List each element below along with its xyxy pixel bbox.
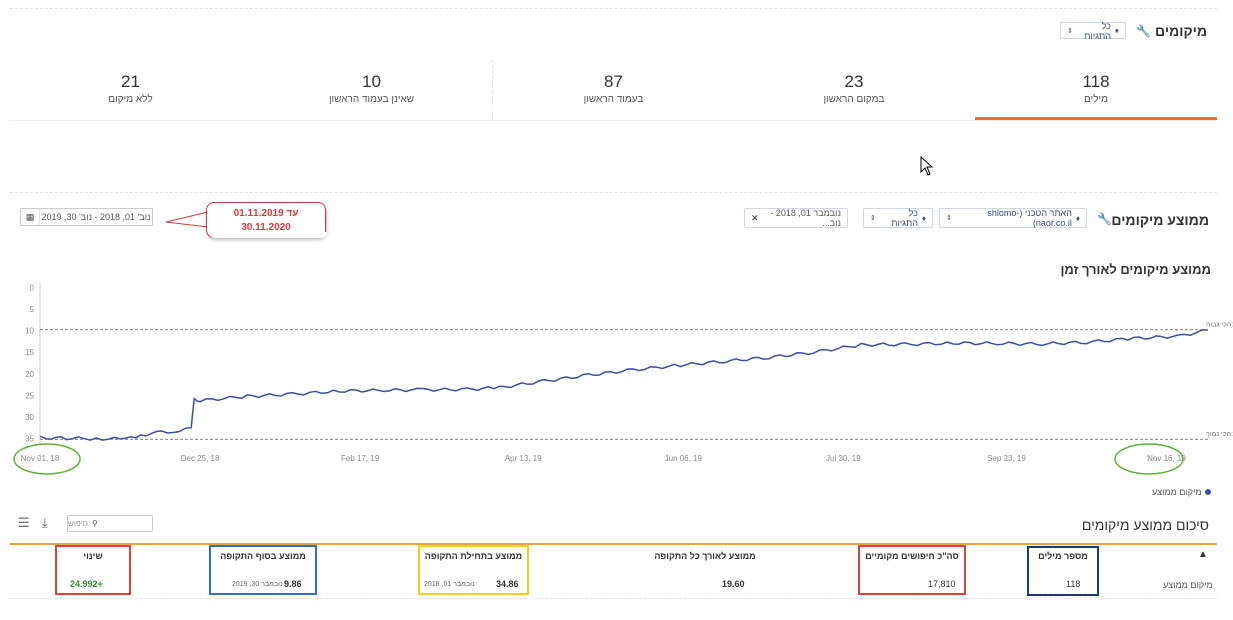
y-tick-label: 25 <box>25 391 34 400</box>
tag-icon: ♦ <box>1075 213 1080 223</box>
stat-label: ללא מיקום <box>108 94 153 105</box>
avg-positions-title: ממוצע מיקומים <box>1111 212 1209 228</box>
stat-label: שאינן בעמוד הראשון <box>328 94 415 105</box>
y-tick-label: 0 <box>30 283 35 292</box>
date-filter-label: נובמבר 01, 2018 -נוב... <box>770 208 841 228</box>
x-tick-label: Nov 16, 19 <box>1147 454 1186 463</box>
stat-first-place[interactable]: 23 במקום הראשון <box>733 60 975 120</box>
table-top-border <box>10 543 1217 545</box>
y-tick-label: 35 <box>25 435 34 444</box>
download-icon[interactable]: ⤓ <box>42 515 48 530</box>
y-tick-label: 15 <box>25 348 34 357</box>
wrench-icon[interactable]: 🔧 <box>1097 212 1112 226</box>
positions-title: מיקומים <box>1155 23 1207 39</box>
site-filter-pill[interactable]: ♦ האתר הטכני (shlomo-naor.co.il) ⇕ <box>939 208 1087 228</box>
val-end-date: נובמבר 30, 2019 <box>232 581 283 588</box>
x-tick-label: Sep 23, 19 <box>987 454 1026 463</box>
stat-label: מילים <box>1084 94 1108 105</box>
val-end-avg: 9.86 <box>284 579 302 589</box>
summary-title: סיכום ממוצע מיקומים <box>1081 517 1209 533</box>
reference-line-label: 9.81 :הכי גבוה <box>1206 322 1233 329</box>
stat-value: 118 <box>1082 72 1110 91</box>
y-tick-label: 20 <box>25 370 34 379</box>
val-start-date: נובמבר 01, 2018 <box>424 581 475 588</box>
val-local-searches: 17,810 <box>928 579 956 589</box>
x-tick-label: Apr 13, 19 <box>505 454 542 463</box>
chart-title: ממוצע מיקומים לאורך זמן <box>1060 262 1211 277</box>
date-range-picker[interactable]: ▦ נוב' 01, 2018 - נוב' 30, 2019 <box>20 208 153 226</box>
tags-filter-pill[interactable]: ♦ כל התגיות ⇕ <box>1060 20 1126 41</box>
highlight-end-avg <box>209 545 317 595</box>
stat-value: 23 <box>844 72 864 91</box>
col-head-overall-avg: ממוצע לאורך כל התקופה <box>654 551 756 561</box>
stat-keywords[interactable]: 118 מילים <box>975 60 1217 120</box>
wrench-icon[interactable]: 🔧 <box>1136 24 1151 38</box>
stats-bar: 118 מילים 23 במקום הראשון 87 בעמוד הראשו… <box>10 60 1217 121</box>
date-filter-pill[interactable]: נובמבר 01, 2018 -נוב... ✕ <box>744 208 848 228</box>
chart-legend[interactable]: מיקום ממוצע <box>1152 487 1211 497</box>
val-keywords: 118 <box>1066 579 1081 589</box>
highlight-keyword-count <box>1027 546 1099 596</box>
reference-line-label: 35.13 :הכי נמוך <box>1206 431 1233 438</box>
settings-sliders-icon[interactable]: ☰ <box>18 515 30 530</box>
tags-filter-label: כל התגיות <box>1084 20 1111 41</box>
tags-filter-label: כל התגיות <box>891 208 918 228</box>
collapse-icon[interactable]: ▲ <box>1198 549 1208 560</box>
search-input[interactable]: ⚲ חיפוש <box>67 515 153 532</box>
callout-line-1: 01.11.2019 עד <box>233 208 299 219</box>
close-icon[interactable]: ✕ <box>751 212 759 223</box>
val-change: +24.992 <box>70 579 103 589</box>
callout-pointer <box>165 211 209 228</box>
col-head-end-avg: ממוצע בסוף התקופה <box>220 551 306 561</box>
tag-icon: ♦ <box>921 213 926 223</box>
y-tick-label: 10 <box>25 327 34 336</box>
callout-line-2: 30.11.2020 <box>241 222 291 233</box>
stat-first-page[interactable]: 87 בעמוד הראשון <box>492 60 734 120</box>
highlight-change <box>55 545 131 595</box>
ellipse-start <box>13 443 81 475</box>
y-tick-label: 30 <box>25 413 34 422</box>
col-head-change: שינוי <box>83 551 103 561</box>
stat-value: 10 <box>362 72 381 91</box>
val-start-avg: 34.86 <box>496 579 519 589</box>
tags-filter-pill-2[interactable]: ♦ כל התגיות ⇕ <box>863 208 933 228</box>
x-tick-label: Nov 01, 18 <box>21 454 60 463</box>
stat-label: במקום הראשון <box>823 94 885 105</box>
highlight-ellipses <box>13 443 1184 475</box>
ellipse-end <box>1114 443 1184 475</box>
col-head-keywords: מספר מילים <box>1038 551 1088 561</box>
highlight-start-avg <box>418 545 529 595</box>
sort-arrows-icon: ⇕ <box>870 215 876 222</box>
tag-icon: ♦ <box>1114 26 1119 35</box>
val-overall-avg: 19.60 <box>722 579 745 589</box>
stat-value: 87 <box>604 72 623 91</box>
site-filter-label: האתר הטכני (shlomo-naor.co.il) <box>987 208 1072 228</box>
x-tick-label: Dec 25, 18 <box>181 454 220 463</box>
x-tick-label: Feb 17, 19 <box>341 454 380 463</box>
y-tick-label: 5 <box>30 305 35 314</box>
sort-arrows-icon: ⇕ <box>1067 27 1073 35</box>
calendar-icon[interactable]: ▦ <box>21 209 40 225</box>
stat-label: בעמוד הראשון <box>583 94 644 105</box>
avg-position-chart: 0 5 10 15 20 25 30 35 Nov 01, 18 Dec 25, 18 Feb 17… <box>21 283 1233 463</box>
stat-not-first-page[interactable]: 10 שאינן בעמוד הראשון <box>251 60 492 120</box>
row-label: מיקום ממוצע <box>1163 580 1213 590</box>
date-range-text: נוב' 01, 2018 - נוב' 30, 2019 <box>41 212 151 222</box>
x-tick-label: Jul 30, 19 <box>826 454 861 463</box>
legend-dot-icon <box>1204 489 1211 495</box>
mouse-cursor-icon <box>920 156 934 176</box>
series-line <box>39 329 1209 441</box>
stat-no-position[interactable]: 21 ללא מיקום <box>10 60 251 120</box>
col-head-local-searches: סה"כ חיפושים מקומיים <box>865 551 959 561</box>
col-head-start-avg: ממוצע בתחילת התקופה <box>424 551 523 561</box>
sort-arrows-icon: ⇕ <box>946 215 952 222</box>
stat-value: 21 <box>121 72 140 91</box>
highlight-local-searches <box>858 545 966 595</box>
search-icon: ⚲ <box>91 519 98 528</box>
x-tick-label: Jun 06, 19 <box>665 454 703 463</box>
search-placeholder: חיפוש <box>68 519 88 528</box>
legend-label: מיקום ממוצע <box>1152 487 1202 497</box>
